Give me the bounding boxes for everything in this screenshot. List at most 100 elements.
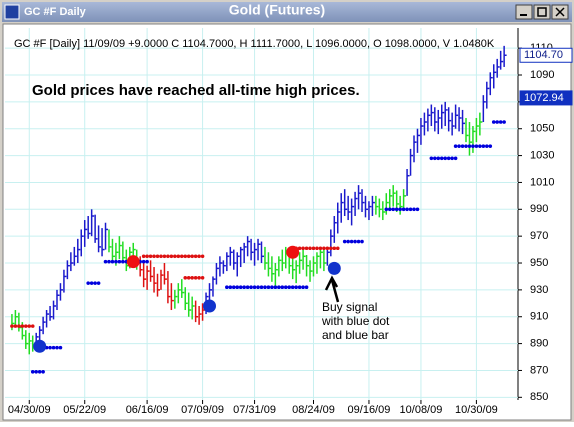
stop-dot (155, 254, 160, 259)
y-tick-label: 950 (530, 257, 548, 269)
stop-dot (270, 285, 274, 289)
stop-dot (93, 281, 97, 285)
stop-dot (231, 285, 236, 289)
stop-dot (193, 275, 198, 280)
plot-area (10, 45, 507, 374)
y-tick-label: 910 (530, 311, 548, 323)
signal-dot (327, 261, 341, 275)
stop-dot (17, 324, 21, 328)
stop-dot (190, 275, 194, 280)
x-tick-label: 07/09/09 (181, 404, 224, 416)
stop-dot (30, 324, 35, 328)
stop-dot (453, 144, 458, 148)
stop-dot (439, 156, 444, 161)
stop-dot (145, 254, 149, 259)
stop-dot (315, 246, 319, 251)
stop-dot (242, 285, 246, 289)
stop-dot (197, 254, 201, 259)
stop-dot (166, 254, 170, 259)
stop-dot (457, 144, 461, 148)
stop-dot (27, 324, 32, 328)
stop-dot (228, 285, 233, 289)
window-title: GC #F Daily (24, 6, 87, 18)
stop-dot (460, 144, 465, 148)
stop-dot (114, 259, 118, 264)
stop-dot (436, 156, 441, 161)
stop-dot (325, 246, 330, 251)
stop-dot (453, 156, 458, 161)
stop-dot (491, 120, 496, 124)
stop-dot (349, 239, 354, 244)
minimize-button[interactable] (515, 4, 533, 20)
stop-dot (474, 144, 479, 148)
stop-dot (48, 345, 52, 350)
signal-dot (286, 245, 300, 259)
stop-dot (58, 345, 63, 350)
x-tick-label: 10/08/09 (400, 404, 443, 416)
stop-dot (245, 285, 250, 289)
y-tick-label: 1090 (530, 69, 554, 81)
headline: Gold prices have reached all-time high p… (32, 82, 360, 99)
chart-title: Gold (Futures) (229, 2, 325, 18)
stop-dot (34, 369, 38, 374)
y-tick-label: 990 (530, 203, 548, 215)
maximize-button[interactable] (533, 4, 551, 20)
stop-dot (141, 259, 146, 264)
stop-dot (256, 285, 260, 289)
price-tag-label: 1104.70 (524, 49, 563, 61)
stop-dot (259, 285, 264, 289)
stop-dot (297, 285, 302, 289)
signal-dot (126, 255, 140, 269)
stop-dot (148, 254, 153, 259)
signal-dot (203, 299, 217, 313)
stop-dot (110, 259, 115, 264)
title-bar (2, 2, 572, 22)
stop-dot (356, 239, 361, 244)
y-tick-label: 850 (530, 391, 548, 403)
stop-dot (394, 207, 399, 212)
stop-dot (266, 285, 271, 289)
app-icon (4, 4, 20, 20)
close-icon (555, 7, 565, 17)
note-line: and blue bar (322, 328, 389, 342)
stop-dot (498, 120, 503, 124)
stop-dot (37, 369, 42, 374)
stop-dot (145, 259, 149, 264)
x-tick-label: 06/16/09 (126, 404, 169, 416)
stop-dot (346, 239, 350, 244)
stop-dot (335, 246, 340, 251)
stop-dot (485, 144, 489, 148)
stop-dot (96, 281, 101, 285)
stop-dot (467, 144, 472, 148)
stop-dot (294, 285, 298, 289)
note-arrow (324, 275, 340, 303)
stop-dot (297, 246, 302, 251)
stop-dot (318, 246, 323, 251)
stop-dot (471, 144, 475, 148)
x-tick-label: 09/16/09 (348, 404, 391, 416)
stop-dot (360, 239, 364, 244)
quote-line: GC #F [Daily] 11/09/09 +9.0000 C 1104.70… (14, 38, 495, 50)
stop-dot (41, 369, 45, 374)
stop-dot (290, 285, 295, 289)
y-tick-label: 890 (530, 338, 548, 350)
stop-dot (478, 144, 482, 148)
stop-dot (280, 285, 285, 289)
stop-dot (86, 281, 90, 285)
stop-dot (235, 285, 240, 289)
stop-dot (10, 324, 14, 328)
stop-dot (186, 254, 191, 259)
stop-dot (263, 285, 267, 289)
axes: 8508708909109309509709901010103010501070… (8, 42, 573, 416)
price-tag-label: 1072.94 (524, 92, 564, 104)
stop-dot (353, 239, 357, 244)
stop-dot (412, 207, 416, 212)
price-tag (519, 47, 573, 63)
stop-dot (238, 285, 243, 289)
signal-dot (33, 339, 47, 353)
stop-dot (450, 156, 454, 161)
stop-dot (173, 254, 177, 259)
stop-dot (103, 259, 108, 264)
stop-dot (277, 285, 281, 289)
window-buttons[interactable] (515, 4, 569, 20)
